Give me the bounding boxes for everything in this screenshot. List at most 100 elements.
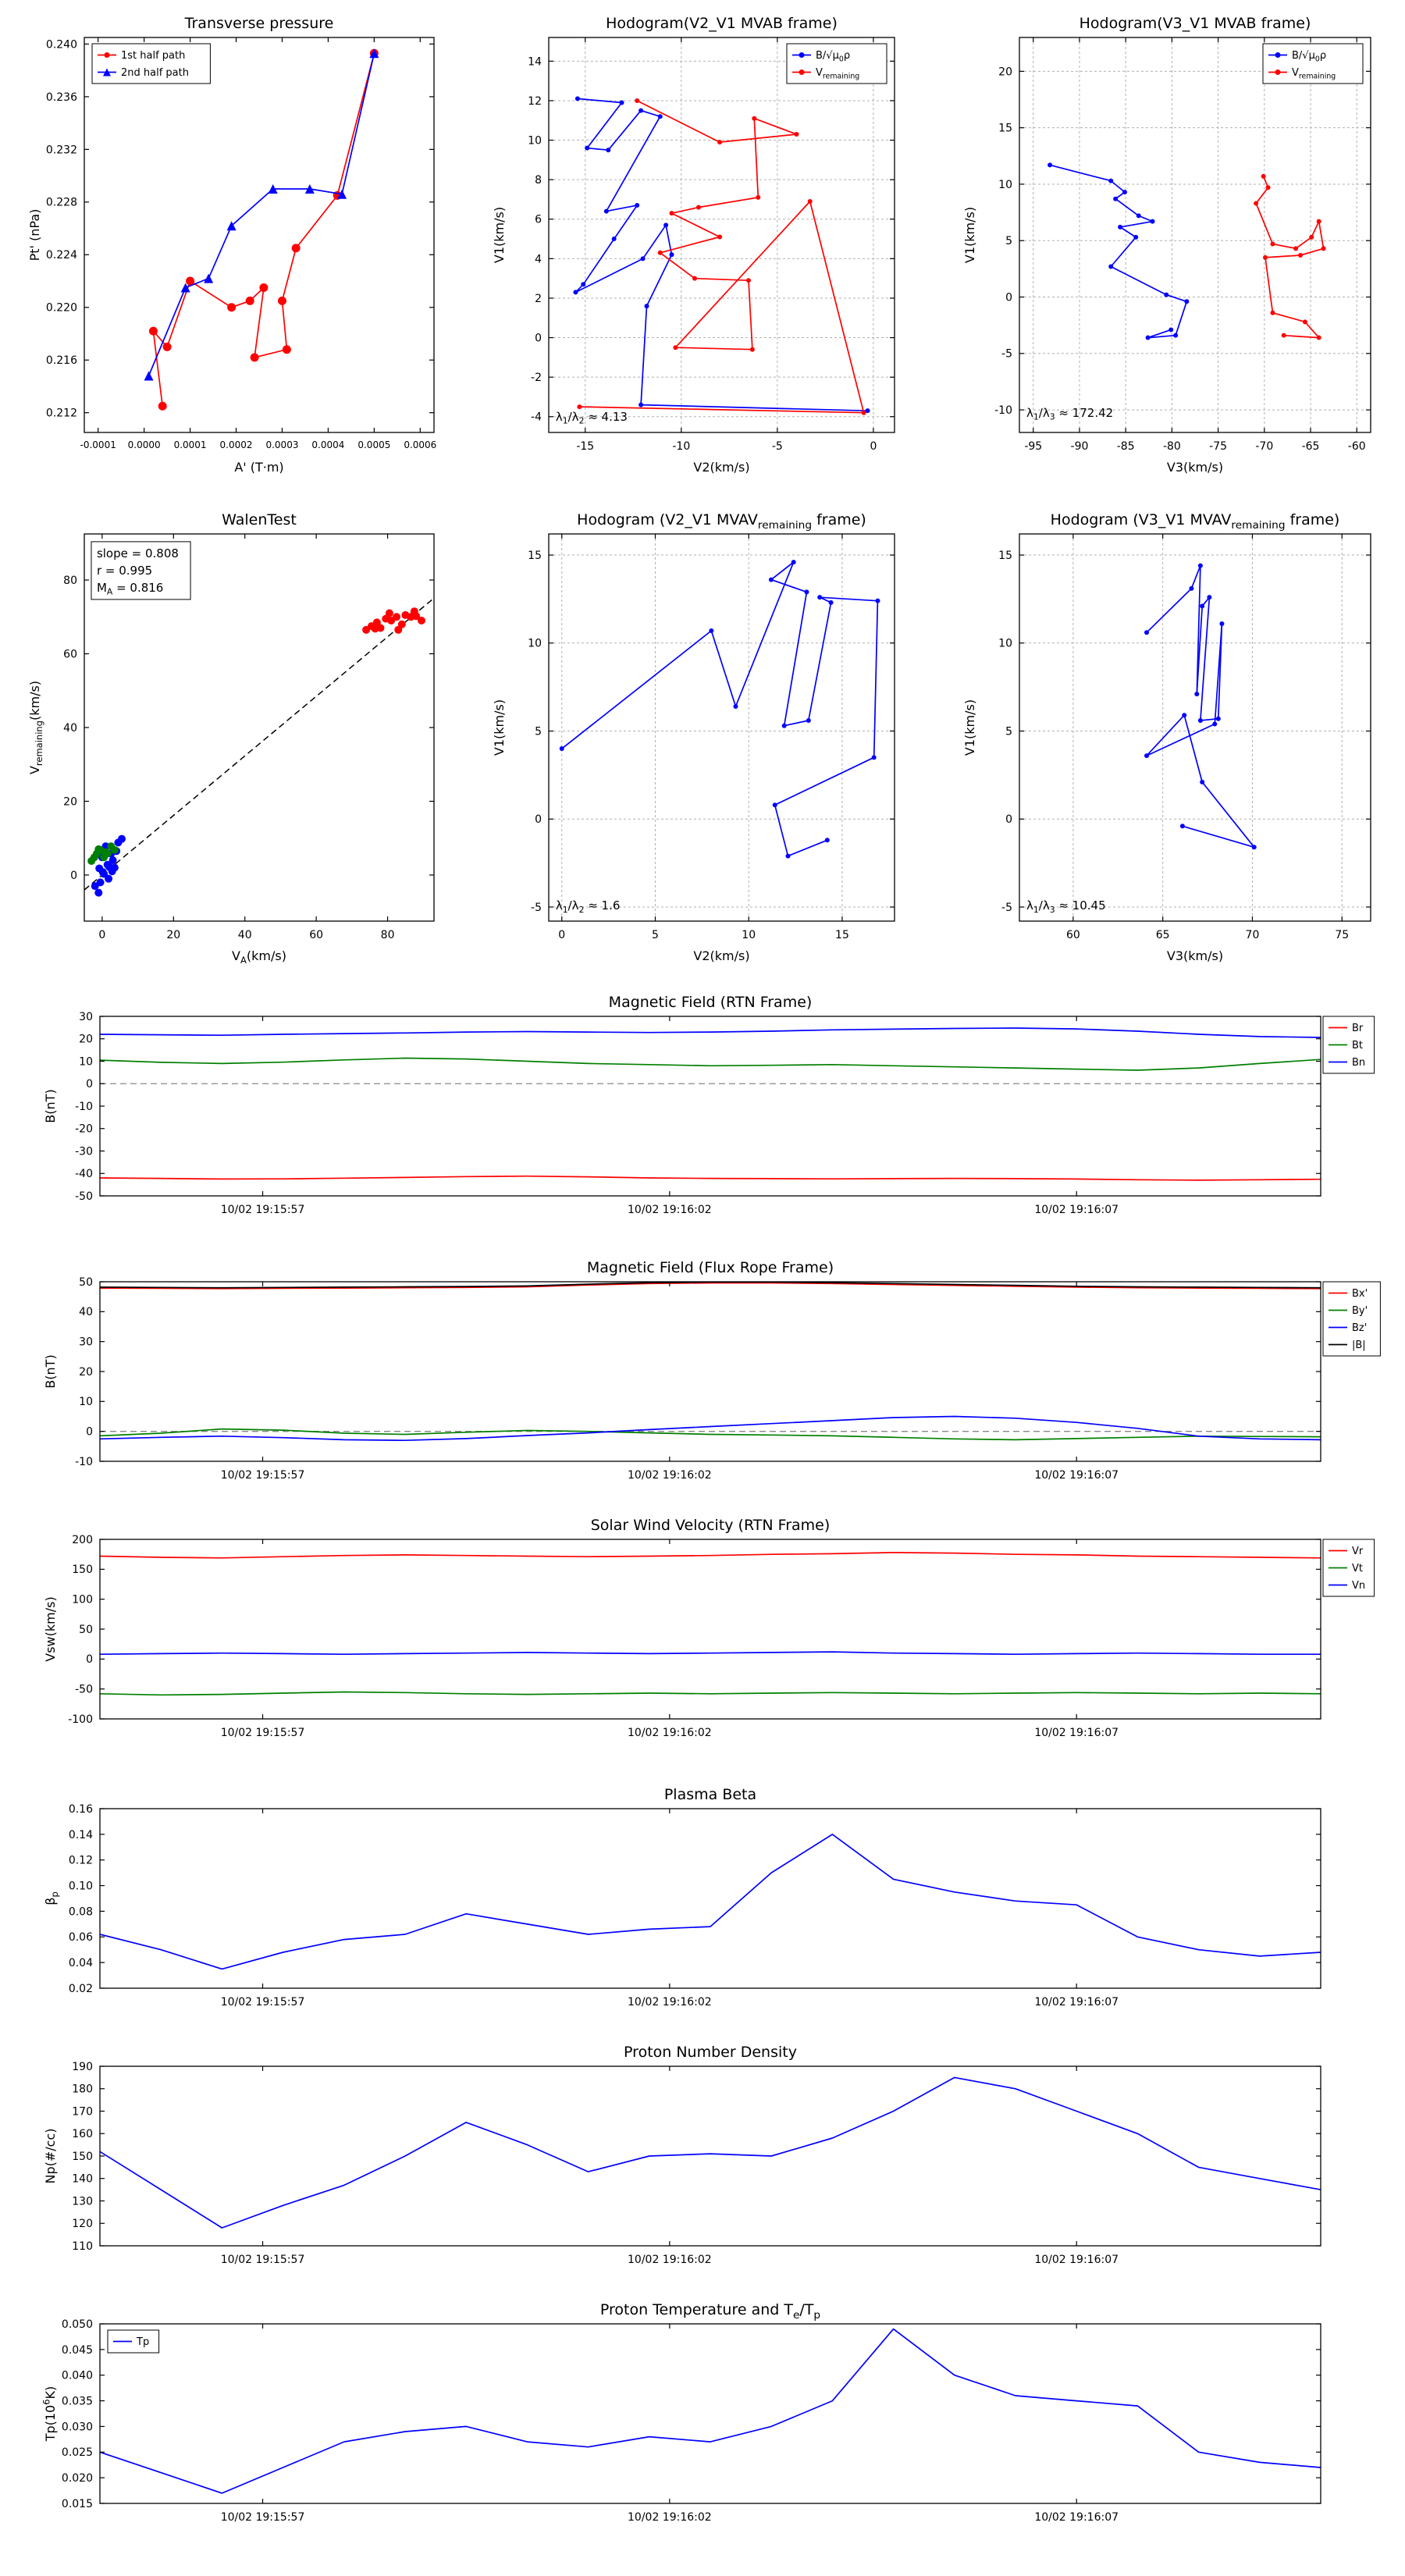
svg-text:-15: -15	[576, 440, 594, 453]
svg-text:-10: -10	[75, 1456, 93, 1468]
svg-text:10/02 19:15:57: 10/02 19:15:57	[221, 1204, 305, 1216]
svg-text:190: 190	[72, 2061, 93, 2073]
svg-text:0.0003: 0.0003	[265, 439, 298, 450]
svg-text:0.030: 0.030	[62, 2421, 93, 2433]
svg-text:10/02 19:16:02: 10/02 19:16:02	[628, 1469, 712, 1482]
svg-text:Transverse pressure: Transverse pressure	[184, 15, 334, 32]
svg-text:0.10: 0.10	[69, 1880, 93, 1892]
svg-text:10/02 19:16:02: 10/02 19:16:02	[628, 1204, 712, 1216]
svg-text:5: 5	[1005, 725, 1012, 738]
svg-text:0: 0	[98, 929, 105, 941]
svg-text:Br: Br	[1352, 1023, 1364, 1034]
svg-text:MA = 0.816: MA = 0.816	[97, 581, 163, 597]
svg-text:Magnetic Field (Flux Rope Fram: Magnetic Field (Flux Rope Frame)	[587, 1259, 834, 1276]
svg-text:80: 80	[381, 929, 395, 941]
svg-text:Bx': Bx'	[1352, 1288, 1368, 1300]
svg-text:180: 180	[72, 2083, 93, 2096]
svg-text:10: 10	[528, 134, 542, 147]
svg-text:V3(km/s): V3(km/s)	[1167, 948, 1223, 963]
svg-text:20: 20	[79, 1034, 93, 1046]
chart-hodogram-v3v1-mvav: 60 65 70 75 -5 0 5 10 15 Hodogram (V3_V1 MVAVrema…	[951, 506, 1382, 966]
svg-text:0: 0	[86, 1078, 93, 1091]
svg-text:130: 130	[72, 2195, 93, 2208]
chart-plasma-beta: 10/02 19:15:57 10/02 19:16:02 10/02 19:16:…	[39, 1785, 1382, 2019]
chart-solar-wind-velocity: 10/02 19:15:57 10/02 19:16:02 10/02 19:16:…	[39, 1516, 1382, 1750]
svg-text:0.020: 0.020	[62, 2472, 93, 2485]
svg-text:slope = 0.808: slope = 0.808	[97, 546, 179, 560]
svg-text:-5: -5	[772, 440, 783, 453]
svg-text:0.232: 0.232	[46, 144, 77, 156]
svg-text:βp: βp	[43, 1891, 60, 1905]
svg-text:10: 10	[742, 929, 756, 941]
svg-text:150: 150	[72, 1564, 93, 1576]
svg-text:10: 10	[528, 638, 542, 650]
svg-text:10/02 19:15:57: 10/02 19:15:57	[221, 2254, 305, 2266]
svg-text:-5: -5	[1001, 348, 1012, 361]
svg-text:Np(#/cc): Np(#/cc)	[43, 2129, 58, 2184]
svg-text:8: 8	[535, 174, 542, 187]
svg-text:Bt: Bt	[1352, 1040, 1363, 1051]
chart-hodogram-v2v1-mvav: 0 5 10 15 -5 0 5 10 15 Hodogram (V2_V1 MVAVremain…	[480, 506, 905, 966]
chart-hodogram-v3v1-mvab: -95 -90 -85 -80 -75 -70 -65 -60 -10 -5 0 5 10 15 20 Hod…	[951, 9, 1382, 478]
svg-text:Solar Wind Velocity (RTN Frame: Solar Wind Velocity (RTN Frame)	[591, 1517, 831, 1534]
svg-text:0.228: 0.228	[46, 197, 77, 209]
svg-text:0: 0	[535, 332, 542, 344]
svg-text:By': By'	[1352, 1305, 1368, 1317]
svg-text:0: 0	[870, 440, 877, 453]
svg-text:75: 75	[1335, 929, 1349, 941]
svg-text:Vsw(km/s): Vsw(km/s)	[43, 1596, 58, 1661]
svg-text:λ1/λ3 ≈ 172.42: λ1/λ3 ≈ 172.42	[1026, 406, 1113, 422]
svg-text:200: 200	[72, 1534, 93, 1546]
svg-text:-50: -50	[75, 1684, 93, 1696]
svg-text:10/02 19:16:02: 10/02 19:16:02	[628, 1727, 712, 1739]
svg-text:-10: -10	[672, 440, 690, 453]
svg-text:0.16: 0.16	[69, 1803, 93, 1816]
svg-text:V1(km/s): V1(km/s)	[492, 699, 507, 756]
svg-text:10: 10	[79, 1396, 93, 1408]
svg-text:V3(km/s): V3(km/s)	[1167, 460, 1223, 475]
svg-text:λ1/λ2 ≈ 1.6: λ1/λ2 ≈ 1.6	[556, 898, 621, 915]
svg-text:0: 0	[86, 1426, 93, 1439]
svg-text:0.025: 0.025	[62, 2446, 93, 2459]
svg-text:140: 140	[72, 2173, 93, 2186]
svg-text:λ1/λ3 ≈ 10.45: λ1/λ3 ≈ 10.45	[1026, 898, 1106, 915]
svg-text:10: 10	[998, 638, 1012, 650]
svg-text:0: 0	[70, 870, 77, 882]
svg-text:0: 0	[535, 813, 542, 826]
svg-text:0.0004: 0.0004	[311, 439, 344, 450]
svg-text:Hodogram(V2_V1 MVAB frame): Hodogram(V2_V1 MVAB frame)	[606, 15, 838, 32]
svg-text:Hodogram (V2_V1 MVAVremaining: Hodogram (V2_V1 MVAVremaining frame)	[577, 511, 866, 532]
svg-text:-80: -80	[1163, 440, 1181, 453]
svg-text:170: 170	[72, 2105, 93, 2118]
svg-text:V1(km/s): V1(km/s)	[962, 699, 977, 756]
svg-text:150: 150	[72, 2151, 93, 2163]
svg-text:30: 30	[79, 1336, 93, 1349]
svg-text:10/02 19:15:57: 10/02 19:15:57	[221, 1727, 305, 1739]
svg-text:70: 70	[1246, 929, 1260, 941]
svg-text:5: 5	[1005, 235, 1012, 247]
svg-text:-75: -75	[1209, 440, 1227, 453]
svg-text:50: 50	[79, 1624, 93, 1636]
svg-text:0.236: 0.236	[46, 91, 77, 104]
svg-text:0.035: 0.035	[62, 2395, 93, 2407]
svg-text:Tp: Tp	[136, 2336, 149, 2348]
svg-text:-5: -5	[1001, 902, 1012, 914]
svg-text:1st half path: 1st half path	[121, 50, 185, 62]
svg-text:6: 6	[535, 214, 542, 226]
svg-text:Magnetic Field (RTN Frame): Magnetic Field (RTN Frame)	[609, 994, 813, 1011]
svg-text:20: 20	[79, 1366, 93, 1379]
svg-text:0.216: 0.216	[46, 354, 77, 367]
svg-text:Vremaining: Vremaining	[816, 67, 859, 80]
svg-text:-4: -4	[531, 411, 542, 424]
svg-text:10/02 19:16:07: 10/02 19:16:07	[1034, 1996, 1119, 2008]
svg-text:10/02 19:16:07: 10/02 19:16:07	[1034, 2511, 1119, 2524]
svg-text:0.220: 0.220	[46, 302, 77, 315]
svg-text:2: 2	[535, 293, 542, 305]
svg-text:Bz': Bz'	[1352, 1322, 1367, 1334]
svg-text:V2(km/s): V2(km/s)	[693, 460, 749, 475]
svg-text:0.06: 0.06	[69, 1931, 93, 1944]
chart-proton-number-density: 10/02 19:15:57 10/02 19:16:02 10/02 19:16:…	[39, 2043, 1382, 2277]
svg-text:-0.0001: -0.0001	[80, 439, 116, 450]
svg-text:10/02 19:15:57: 10/02 19:15:57	[221, 1469, 305, 1482]
svg-text:10/02 19:16:07: 10/02 19:16:07	[1034, 1727, 1119, 1739]
